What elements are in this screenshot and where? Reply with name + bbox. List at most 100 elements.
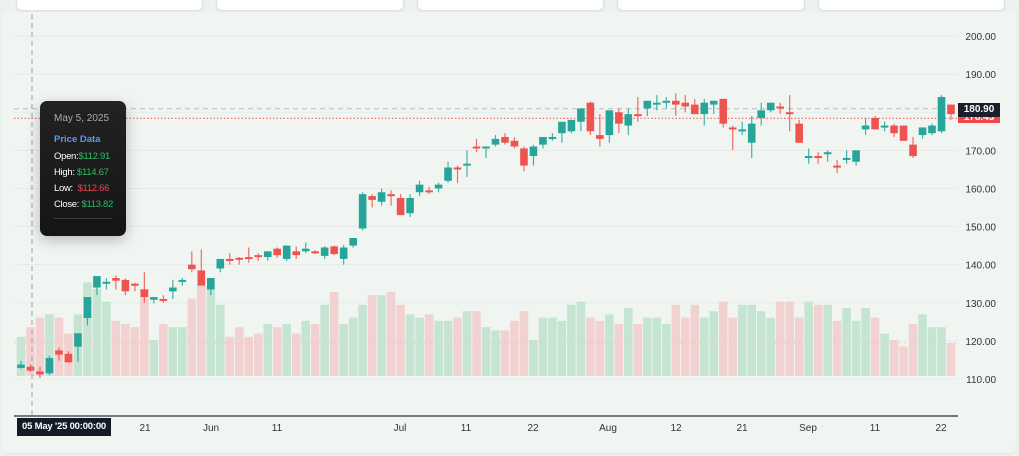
candle[interactable] [520, 146, 528, 172]
candle[interactable] [74, 333, 82, 362]
candle[interactable] [235, 257, 244, 265]
candle[interactable] [861, 117, 870, 136]
candle[interactable] [349, 237, 357, 248]
candle[interactable] [766, 102, 775, 113]
candle[interactable] [64, 351, 73, 363]
candle[interactable] [653, 95, 661, 111]
candle[interactable] [738, 121, 747, 136]
candle[interactable] [548, 133, 557, 141]
candle[interactable] [188, 251, 196, 273]
candle[interactable] [225, 253, 234, 265]
candle[interactable] [425, 186, 433, 195]
candle[interactable] [624, 108, 633, 136]
candle[interactable] [140, 272, 149, 303]
candle[interactable] [909, 136, 917, 158]
candle[interactable] [263, 251, 272, 261]
candle[interactable] [434, 182, 443, 193]
candle[interactable] [643, 100, 652, 117]
candle[interactable] [890, 123, 898, 137]
candle[interactable] [662, 96, 671, 109]
toolbar-card-2[interactable] [216, 0, 404, 11]
candle[interactable] [795, 119, 803, 143]
candle[interactable] [463, 150, 471, 178]
candle[interactable] [776, 102, 784, 115]
candle[interactable] [501, 133, 509, 145]
candle[interactable] [937, 95, 946, 134]
candle[interactable] [947, 104, 955, 120]
candle[interactable] [728, 125, 737, 151]
candle[interactable] [823, 150, 832, 162]
candle[interactable] [785, 95, 794, 132]
candle[interactable] [159, 295, 168, 303]
candle[interactable] [311, 250, 319, 254]
candle[interactable] [700, 98, 709, 126]
candle[interactable] [453, 165, 462, 183]
candle[interactable] [406, 194, 414, 218]
candle[interactable] [339, 244, 348, 265]
candle[interactable] [45, 355, 54, 376]
candle[interactable] [358, 192, 367, 231]
candle[interactable] [102, 278, 111, 290]
candle[interactable] [320, 246, 329, 259]
candle[interactable] [634, 96, 642, 122]
candle[interactable] [254, 253, 263, 261]
toolbar-card-4[interactable] [617, 0, 805, 11]
candle[interactable] [17, 361, 25, 369]
candle[interactable] [586, 101, 595, 136]
candle[interactable] [577, 108, 585, 132]
candle[interactable] [709, 100, 718, 115]
candle[interactable] [368, 194, 376, 208]
candle[interactable] [112, 275, 120, 290]
candle[interactable] [757, 102, 766, 126]
candle[interactable] [491, 135, 500, 147]
candle[interactable] [121, 278, 130, 296]
candle[interactable] [880, 121, 889, 132]
candle[interactable] [804, 148, 813, 164]
candle[interactable] [377, 188, 386, 206]
candle[interactable] [539, 136, 547, 149]
candle[interactable] [719, 98, 728, 128]
candle[interactable] [558, 121, 566, 143]
candle[interactable] [273, 247, 282, 258]
candle[interactable] [244, 247, 253, 263]
candle[interactable] [55, 347, 63, 361]
candle[interactable] [444, 161, 452, 183]
candle[interactable] [216, 258, 225, 273]
candle[interactable] [150, 297, 158, 304]
candle[interactable] [605, 110, 614, 143]
candle[interactable] [852, 150, 860, 166]
candle[interactable] [206, 278, 215, 296]
candle[interactable] [93, 276, 101, 296]
toolbar-card-3[interactable] [416, 0, 605, 11]
candle[interactable] [131, 282, 139, 292]
toolbar-card-1[interactable] [16, 0, 204, 11]
candle[interactable] [747, 116, 756, 158]
candle[interactable] [871, 116, 879, 130]
candle[interactable] [918, 127, 927, 139]
candle[interactable] [510, 136, 519, 149]
candle[interactable] [814, 152, 822, 164]
candle[interactable] [482, 146, 490, 158]
candle[interactable] [690, 98, 699, 115]
candle[interactable] [472, 138, 481, 153]
candle[interactable] [899, 125, 908, 141]
candle[interactable] [301, 242, 310, 254]
candle[interactable] [330, 245, 338, 256]
toolbar-card-5[interactable] [817, 0, 1006, 11]
candle[interactable] [615, 108, 623, 134]
candle[interactable] [415, 180, 424, 197]
candle[interactable] [596, 114, 604, 147]
candle[interactable] [178, 278, 187, 286]
candle[interactable] [529, 144, 538, 166]
candle[interactable] [169, 279, 177, 299]
candle[interactable] [396, 194, 405, 216]
candle[interactable] [292, 246, 301, 259]
candle[interactable] [833, 159, 841, 174]
candle[interactable] [282, 245, 291, 261]
candle[interactable] [83, 297, 92, 326]
candle[interactable] [567, 119, 576, 134]
candle[interactable] [387, 190, 395, 206]
candle[interactable] [671, 93, 680, 117]
candle[interactable] [26, 364, 35, 373]
